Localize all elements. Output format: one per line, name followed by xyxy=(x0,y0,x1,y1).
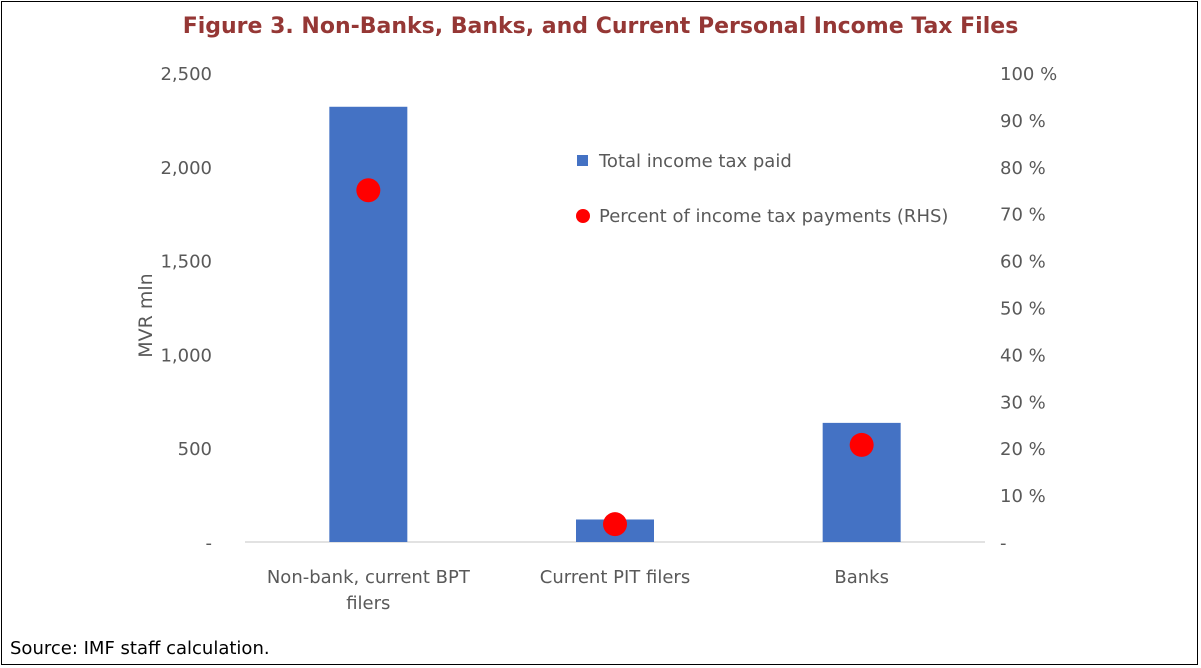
left-tick-label: - xyxy=(206,533,213,554)
category-label: filers xyxy=(346,593,390,614)
bar xyxy=(329,106,408,542)
category-label: Banks xyxy=(834,567,889,588)
data-point xyxy=(356,178,381,203)
left-axis: - 500 1,000 1,500 2,000 2,500 xyxy=(160,64,212,554)
right-tick-label: 80 % xyxy=(1000,158,1046,179)
left-tick-label: 1,500 xyxy=(160,252,212,273)
source-note: Source: IMF staff calculation. xyxy=(10,638,270,659)
left-tick-label: 2,500 xyxy=(160,64,212,85)
legend: Total income tax paid Percent of income t… xyxy=(576,151,948,227)
data-point xyxy=(849,432,874,457)
left-tick-label: 2,000 xyxy=(160,158,212,179)
data-point xyxy=(603,512,627,537)
left-tick-label: 500 xyxy=(178,439,212,460)
right-tick-label: 40 % xyxy=(1000,345,1046,366)
category-label: Non-bank, current BPT xyxy=(267,567,471,588)
legend-label: Percent of income tax payments (RHS) xyxy=(599,206,948,227)
right-tick-label: 60 % xyxy=(1000,252,1046,273)
right-axis: - 10 % 20 % 30 % 40 % 50 % 60 % 70 % 80 % 90 % 100… xyxy=(1000,64,1057,554)
x-axis-labels: Non-bank, current BPT filers Current PIT f… xyxy=(267,567,889,614)
legend-bar-swatch xyxy=(577,155,588,166)
right-tick-label: 10 % xyxy=(1000,486,1046,507)
right-tick-label: 70 % xyxy=(1000,205,1046,226)
right-tick-label: 90 % xyxy=(1000,111,1046,132)
right-tick-label: 30 % xyxy=(1000,392,1046,413)
right-tick-label: - xyxy=(1000,533,1007,554)
right-tick-label: 100 % xyxy=(1000,64,1057,85)
left-tick-label: 1,000 xyxy=(160,345,212,366)
legend-label: Total income tax paid xyxy=(598,151,792,172)
chart-title: Figure 3. Non-Banks, Banks, and Current … xyxy=(182,14,1019,39)
right-tick-label: 50 % xyxy=(1000,299,1046,320)
y-axis-label: MVR mln xyxy=(135,273,157,357)
dot-series xyxy=(356,178,874,537)
category-label: Current PIT filers xyxy=(540,567,690,588)
bar-series xyxy=(329,106,901,542)
right-tick-label: 20 % xyxy=(1000,439,1046,460)
legend-dot-swatch xyxy=(576,209,590,223)
